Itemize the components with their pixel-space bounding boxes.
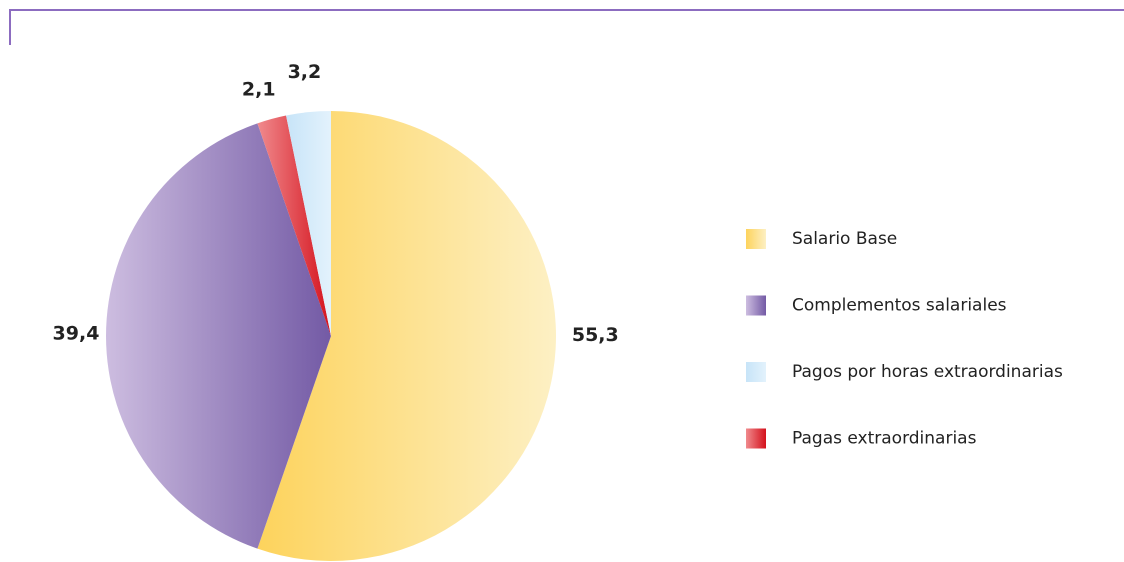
pie-slice — [105, 123, 331, 549]
value-label: 39,4 — [53, 323, 100, 345]
legend-label: Pagas extraordinarias — [792, 429, 977, 449]
pie-slice — [286, 111, 331, 336]
legend-swatch — [746, 295, 766, 316]
legend-label: Salario Base — [792, 229, 897, 249]
value-label: 3,2 — [288, 61, 322, 83]
value-label: 2,1 — [242, 79, 276, 101]
legend-swatch — [746, 428, 766, 449]
legend-swatch — [746, 229, 766, 249]
pie-slice — [257, 111, 556, 561]
value-label: 55,3 — [572, 324, 619, 346]
legend-swatch — [746, 362, 766, 382]
pie-slice — [257, 115, 331, 336]
legend-label: Pagos por horas extraordinarias — [792, 362, 1063, 382]
legend-label: Complementos salariales — [792, 296, 1007, 316]
frame-border — [9, 9, 1124, 45]
